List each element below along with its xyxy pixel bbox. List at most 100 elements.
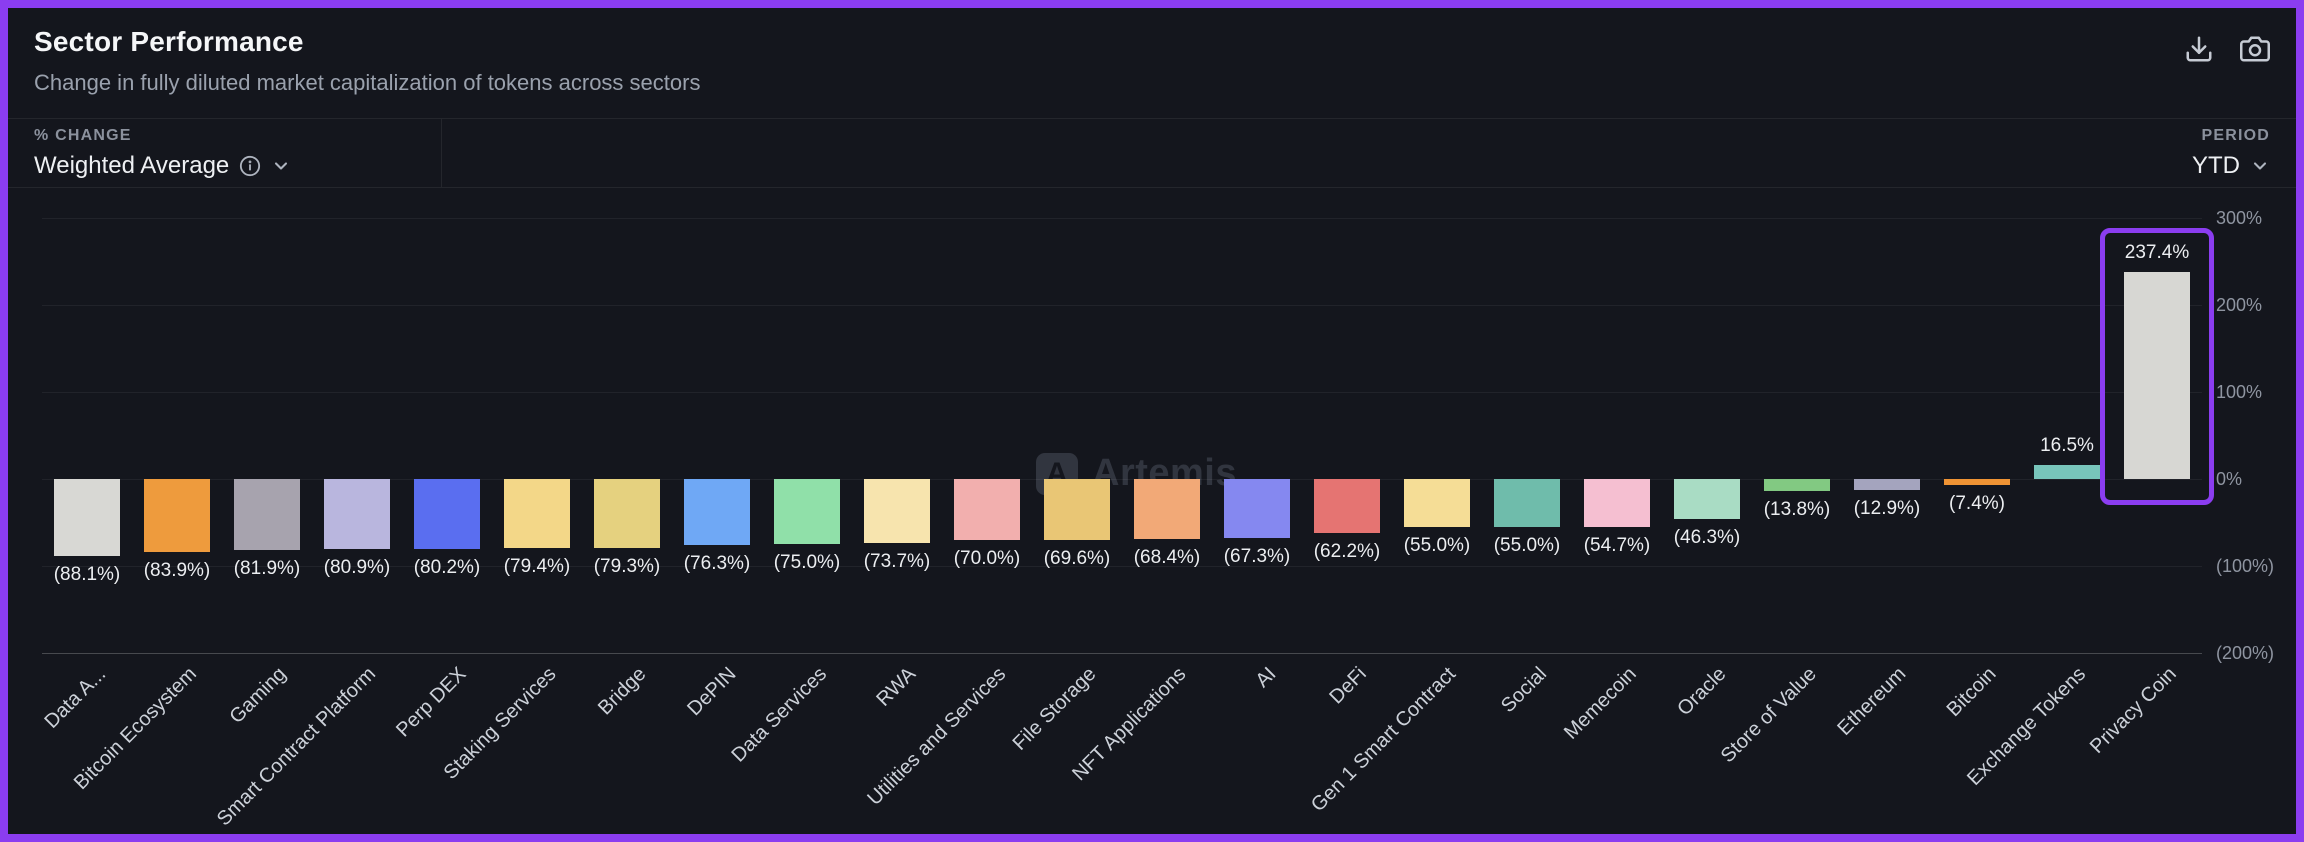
x-axis-label-store-of-value: Store of Value xyxy=(1716,663,1821,768)
y-axis-tick-label: (200%) xyxy=(2216,643,2275,663)
x-axis-label-privacy-coin: Privacy Coin xyxy=(2085,663,2181,758)
gridline xyxy=(42,565,2202,567)
x-axis-label-data-a: Data A... xyxy=(40,663,111,733)
sector-performance-bar-chart: A Artemis 300% 200% 100% 0% (100%) (200%) (88.… xyxy=(8,8,2296,834)
download-icon[interactable] xyxy=(2184,34,2214,64)
bar-value-label-defi: (62.2%) xyxy=(1313,541,1381,563)
y-axis-tick-label: 200% xyxy=(2216,295,2263,315)
bar-value-label-utilities-and-services: (70.0%) xyxy=(953,547,1021,569)
bar-rwa[interactable] xyxy=(864,479,930,544)
bar-nft-applications[interactable] xyxy=(1134,479,1200,539)
bar-value-label-bitcoin: (7.4%) xyxy=(1949,493,2005,515)
y-axis-tick-label: 0% xyxy=(2216,469,2243,489)
bar-depin[interactable] xyxy=(684,479,750,546)
bar-value-label-oracle: (46.3%) xyxy=(1673,527,1741,549)
bar-value-label-data-a: (88.1%) xyxy=(53,563,121,585)
y-axis-tick-label: 100% xyxy=(2216,382,2263,402)
bar-utilities-and-services[interactable] xyxy=(954,479,1020,540)
header-text: Sector Performance Change in fully dilut… xyxy=(34,26,700,96)
bar-value-label-ethereum: (12.9%) xyxy=(1853,498,1921,520)
bar-value-label-privacy-coin: 237.4% xyxy=(2124,242,2190,264)
chevron-down-icon xyxy=(2250,156,2270,176)
period-label: PERIOD xyxy=(2201,126,2270,144)
header-toolbar xyxy=(2184,26,2270,64)
bar-value-label-nft-applications: (68.4%) xyxy=(1133,546,1201,568)
bar-file-storage[interactable] xyxy=(1044,479,1110,540)
gridline xyxy=(42,391,2202,393)
x-axis-label-data-services: Data Services xyxy=(726,663,831,767)
bar-store-of-value[interactable] xyxy=(1764,479,1830,491)
highlight-box-privacy-coin xyxy=(2100,228,2214,505)
bar-value-label-rwa: (73.7%) xyxy=(863,551,931,573)
x-axis-label-smart-contract-platform: Smart Contract Platform xyxy=(213,663,381,831)
bar-value-label-smart-contract-platform: (80.9%) xyxy=(323,557,391,579)
page-subtitle: Change in fully diluted market capitaliz… xyxy=(34,70,701,95)
bar-perp-dex[interactable] xyxy=(414,479,480,549)
bar-ethereum[interactable] xyxy=(1854,479,1920,491)
x-axis-label-file-storage: File Storage xyxy=(1008,663,1101,755)
x-axis-label-bridge: Bridge xyxy=(594,663,651,720)
bar-value-label-staking-services: (79.4%) xyxy=(503,556,571,578)
period-selector[interactable]: PERIOD YTD xyxy=(2192,119,2270,187)
x-axis-label-perp-dex: Perp DEX xyxy=(392,663,471,742)
y-axis-tick-label: (100%) xyxy=(2216,556,2275,576)
bar-gen-1-smart-contract[interactable] xyxy=(1404,479,1470,527)
metric-value-row: Weighted Average xyxy=(34,152,291,180)
gridline xyxy=(42,217,2202,219)
bar-value-label-memecoin: (54.7%) xyxy=(1583,534,1651,556)
bar-value-label-bridge: (79.3%) xyxy=(593,555,661,577)
metric-selector[interactable]: % CHANGE Weighted Average xyxy=(34,119,443,187)
period-value: YTD xyxy=(2192,151,2240,179)
bar-defi[interactable] xyxy=(1314,479,1380,534)
camera-icon[interactable] xyxy=(2240,34,2270,64)
chevron-down-icon xyxy=(271,156,291,176)
bar-ai[interactable] xyxy=(1224,479,1290,538)
bar-value-label-ai: (67.3%) xyxy=(1223,545,1291,567)
x-axis-label-rwa: RWA xyxy=(872,663,921,711)
x-axis-label-oracle: Oracle xyxy=(1673,663,1731,721)
bar-value-label-social: (55.0%) xyxy=(1493,534,1561,556)
bar-value-label-data-services: (75.0%) xyxy=(773,552,841,574)
bar-value-label-perp-dex: (80.2%) xyxy=(413,556,481,578)
bar-value-label-file-storage: (69.6%) xyxy=(1043,547,1111,569)
bar-bitcoin[interactable] xyxy=(1944,479,2010,486)
x-axis-label-defi: DeFi xyxy=(1325,663,1371,709)
chart-controls-row: % CHANGE Weighted Average PERIOD YTD xyxy=(8,118,2296,188)
period-value-row: YTD xyxy=(2192,152,2270,180)
bar-value-label-gen-1-smart-contract: (55.0%) xyxy=(1403,534,1471,556)
x-axis-label-depin: DePIN xyxy=(683,663,741,721)
bar-oracle[interactable] xyxy=(1674,479,1740,520)
x-axis-label-ethereum: Ethereum xyxy=(1833,663,1911,740)
bar-gaming[interactable] xyxy=(234,479,300,551)
x-axis-label-social: Social xyxy=(1496,663,1551,718)
y-axis-tick-label: 300% xyxy=(2216,208,2263,228)
metric-label: % CHANGE xyxy=(34,126,132,144)
x-axis-label-memecoin: Memecoin xyxy=(1559,663,1641,744)
bar-bitcoin-ecosystem[interactable] xyxy=(144,479,210,552)
gridline xyxy=(42,478,2202,480)
bar-exchange-tokens[interactable] xyxy=(2034,464,2100,479)
bar-data-services[interactable] xyxy=(774,479,840,545)
info-icon[interactable] xyxy=(239,155,261,177)
page-title: Sector Performance xyxy=(34,26,304,57)
bar-privacy-coin[interactable] xyxy=(2124,272,2190,479)
metric-value: Weighted Average xyxy=(34,151,230,179)
bar-value-label-depin: (76.3%) xyxy=(683,553,751,575)
bar-bridge[interactable] xyxy=(594,479,660,548)
x-axis-label-gaming: Gaming xyxy=(225,663,291,729)
bar-value-label-store-of-value: (13.8%) xyxy=(1763,499,1831,520)
x-axis-label-ai: AI xyxy=(1251,663,1281,692)
bar-smart-contract-platform[interactable] xyxy=(324,479,390,550)
bar-data-a[interactable] xyxy=(54,479,120,556)
bar-social[interactable] xyxy=(1494,479,1560,527)
bar-value-label-exchange-tokens: 16.5% xyxy=(2040,434,2094,456)
gridline xyxy=(42,304,2202,306)
bar-staking-services[interactable] xyxy=(504,479,570,549)
bar-value-label-gaming: (81.9%) xyxy=(233,558,301,580)
panel-header: Sector Performance Change in fully dilut… xyxy=(8,8,2296,96)
bar-value-label-bitcoin-ecosystem: (83.9%) xyxy=(143,559,211,581)
bar-memecoin[interactable] xyxy=(1584,479,1650,527)
x-axis-label-bitcoin: Bitcoin xyxy=(1942,663,2001,722)
gridline xyxy=(42,652,2202,654)
